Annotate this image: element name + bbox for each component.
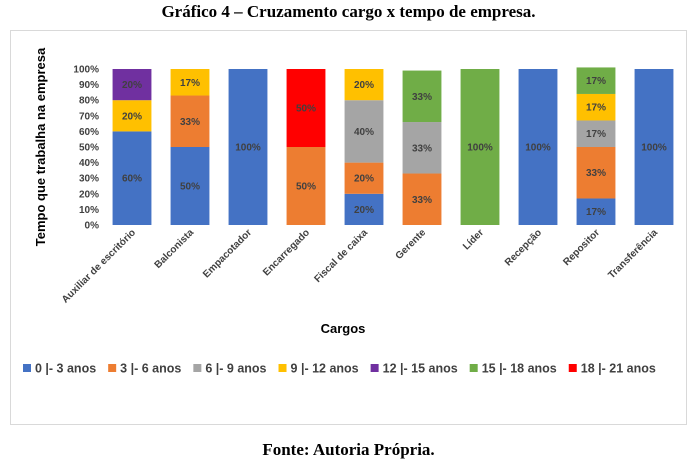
data-label: 20%	[354, 174, 374, 185]
bar-segment	[344, 69, 384, 101]
bar-segment	[634, 69, 674, 225]
legend-label: 12 |- 15 anos	[383, 362, 458, 376]
bar-segment	[344, 100, 384, 163]
bar-segment	[286, 69, 326, 147]
data-label: 17%	[180, 78, 200, 89]
data-label: 20%	[122, 80, 142, 91]
y-tick-label: 0%	[85, 221, 100, 232]
legend-label: 9 |- 12 anos	[291, 362, 359, 376]
figure-source: Fonte: Autoria Própria.	[262, 440, 435, 459]
category-label: Transferência	[606, 227, 660, 281]
bar-segment	[228, 69, 268, 225]
bar-segment	[402, 122, 442, 174]
data-label: 50%	[296, 182, 316, 193]
data-label: 40%	[354, 127, 374, 138]
legend-swatch	[278, 364, 287, 372]
bar-segment	[170, 69, 210, 96]
data-label: 100%	[235, 143, 261, 154]
category-label: Repositor	[561, 227, 602, 268]
chart-frame: 0% 10% 20% 30% 40% 50% 60% 70% 80% 90% 100% 60% 20% 2…	[10, 30, 687, 425]
legend-label: 3 |- 6 anos	[120, 362, 181, 376]
legend-label: 0 |- 3 anos	[35, 362, 96, 376]
data-label: 33%	[412, 92, 432, 103]
figure-caption: Gráfico 4 – Cruzamento cargo x tempo de …	[161, 2, 536, 21]
data-label: 17%	[586, 103, 606, 114]
data-label: 17%	[586, 207, 606, 218]
category-label: Líder	[461, 227, 486, 252]
legend-swatch	[469, 364, 478, 372]
category-label: Empacotador	[201, 227, 254, 280]
data-label: 17%	[586, 129, 606, 140]
category-label: Recepção	[503, 227, 544, 268]
bar-segment	[576, 120, 616, 147]
bar-segment	[576, 93, 616, 121]
data-label: 20%	[122, 111, 142, 122]
y-tick-label: 10%	[79, 205, 99, 216]
bar-segment	[402, 173, 442, 225]
stacked-bar-chart: 0% 10% 20% 30% 40% 50% 60% 70% 80% 90% 100% 60% 20% 2…	[23, 47, 674, 376]
y-axis-title: Tempo que trabalha na empresa	[33, 47, 48, 246]
legend-swatch	[193, 364, 202, 372]
data-label: 100%	[467, 143, 493, 154]
data-label: 33%	[586, 168, 606, 179]
data-label: 20%	[354, 80, 374, 91]
data-label: 20%	[354, 205, 374, 216]
data-label: 50%	[296, 104, 316, 115]
category-label: Fiscal de caixa	[312, 227, 370, 285]
y-tick-label: 80%	[79, 96, 99, 107]
bar-segment	[576, 147, 616, 199]
bar-segment	[112, 100, 152, 132]
bar-segment	[112, 69, 152, 101]
data-label: 100%	[641, 143, 667, 154]
legend-swatch	[108, 364, 117, 372]
x-axis-title: Cargos	[321, 321, 366, 336]
bar-segment	[460, 69, 500, 225]
bar-segment	[112, 131, 152, 225]
bar-segment	[170, 95, 210, 147]
bar-segment	[402, 70, 442, 123]
legend-label: 6 |- 9 anos	[205, 362, 266, 376]
data-label: 33%	[412, 195, 432, 206]
bar-segment	[344, 193, 384, 225]
category-label: Auxiliar de escritório	[60, 227, 138, 305]
bar-segment	[518, 69, 558, 225]
y-tick-label: 70%	[79, 111, 99, 122]
category-label: Balconista	[153, 227, 197, 271]
y-tick-label: 100%	[73, 65, 99, 76]
y-tick-label: 60%	[79, 127, 99, 138]
bar-segment	[576, 67, 616, 94]
bar-segment	[576, 198, 616, 225]
y-tick-label: 30%	[79, 174, 99, 185]
data-label: 17%	[586, 76, 606, 87]
data-label: 60%	[122, 174, 142, 185]
legend-swatch	[23, 364, 31, 372]
y-tick-label: 90%	[79, 80, 99, 91]
data-label: 50%	[180, 182, 200, 193]
legend-label: 15 |- 18 anos	[482, 362, 557, 376]
data-label: 33%	[180, 117, 200, 128]
legend-label: 18 |- 21 anos	[581, 362, 656, 376]
legend-swatch	[568, 364, 577, 372]
data-label: 33%	[412, 143, 432, 154]
bar-segment	[170, 147, 210, 225]
legend-swatch	[370, 364, 379, 372]
data-label: 100%	[525, 143, 551, 154]
category-label: Gerente	[394, 227, 429, 262]
bar-segment	[286, 147, 326, 225]
y-tick-label: 20%	[79, 189, 99, 200]
bar-segment	[344, 162, 384, 194]
category-label: Encarregado	[261, 227, 312, 278]
y-tick-label: 40%	[79, 158, 99, 169]
y-tick-label: 50%	[79, 143, 99, 154]
